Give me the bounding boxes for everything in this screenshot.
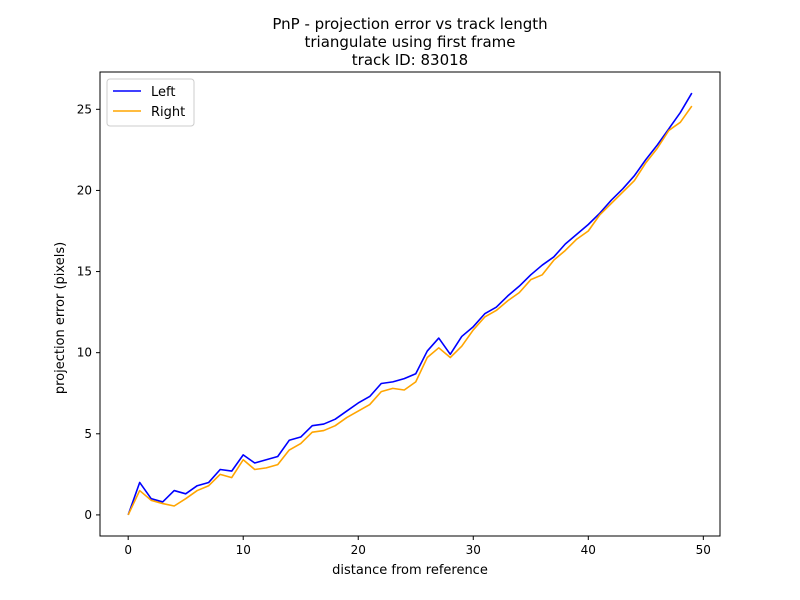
x-axis-label: distance from reference	[332, 563, 488, 578]
legend-label-right: Right	[151, 105, 185, 120]
y-tick-label-5: 5	[84, 427, 92, 441]
series-line-right	[127, 105, 693, 516]
x-tick-label-30: 30	[466, 543, 481, 557]
y-tick-label-0: 0	[84, 508, 92, 522]
legend: Left Right	[106, 78, 195, 127]
chart-title-line-1: PnP - projection error vs track length	[272, 15, 547, 33]
y-axis-label: projection error (pixels)	[53, 242, 68, 394]
x-tick-label-0: 0	[124, 543, 132, 557]
y-tick-label-20: 20	[77, 183, 92, 197]
y-tick-label-25: 25	[77, 102, 92, 116]
y-tick-label-10: 10	[77, 346, 92, 360]
chart-title-line-3: track ID: 83018	[352, 51, 468, 69]
y-tick-label-15: 15	[77, 265, 92, 279]
x-tick-label-20: 20	[351, 543, 366, 557]
chart-title-line-2: triangulate using first frame	[304, 33, 515, 51]
legend-label-left: Left	[151, 85, 175, 100]
x-tick-label-50: 50	[696, 543, 711, 557]
plot-area: 0 10 20 30 40 50 0 5 10 15 20 25	[77, 71, 721, 557]
x-tick-label-40: 40	[581, 543, 596, 557]
x-tick-label-10: 10	[236, 543, 251, 557]
series-line-left	[127, 92, 693, 516]
axes-frame	[99, 71, 721, 537]
